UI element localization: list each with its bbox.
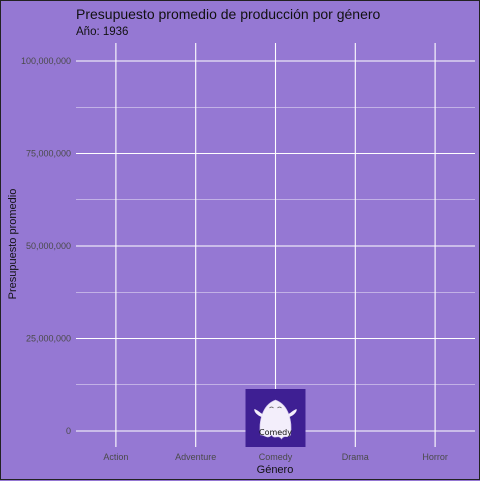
comedy-ghost-marker: Comedy bbox=[245, 389, 306, 447]
y-tick-label: 25,000,000 bbox=[26, 334, 71, 344]
y-axis-title: Presupuesto promedio bbox=[7, 189, 19, 300]
x-tick-label: Comedy bbox=[259, 452, 293, 462]
y-tick-label: 100,000,000 bbox=[21, 56, 71, 66]
x-tick-label: Adventure bbox=[175, 452, 216, 462]
x-axis-title: Género bbox=[257, 464, 294, 476]
x-tick-label: Action bbox=[103, 452, 128, 462]
y-axis-ticks: 0 25,000,000 50,000,000 75,000,000 100,000,0… bbox=[21, 56, 71, 436]
chart-subtitle: Año: 1936 bbox=[76, 26, 128, 38]
y-tick-label: 75,000,000 bbox=[26, 149, 71, 159]
y-tick-label: 50,000,000 bbox=[26, 241, 71, 251]
y-tick-label: 0 bbox=[66, 426, 71, 436]
x-tick-label: Horror bbox=[422, 452, 448, 462]
x-axis-ticks: Action Adventure Comedy Drama Horror bbox=[103, 452, 447, 462]
marker-label: Comedy bbox=[259, 428, 292, 437]
ghost-icon bbox=[254, 399, 297, 440]
chart-title: Presupuesto promedio de producción por g… bbox=[76, 6, 381, 22]
grid-layer bbox=[76, 43, 475, 447]
x-tick-label: Drama bbox=[342, 452, 369, 462]
